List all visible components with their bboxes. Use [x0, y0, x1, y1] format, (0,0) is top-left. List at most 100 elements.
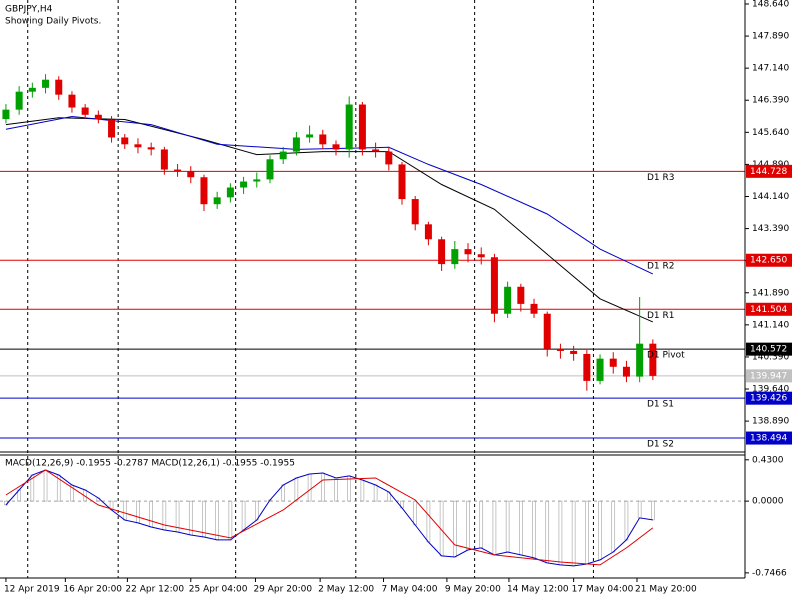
x-tick-label: 14 May 12:00: [507, 585, 569, 595]
y-tick-label: 148.640: [752, 0, 789, 9]
pivot-value-box: [746, 253, 792, 267]
candle-body: [556, 348, 564, 351]
candle-body: [622, 366, 630, 377]
candle-body: [438, 239, 446, 265]
candle-body: [240, 181, 248, 188]
candle-body: [332, 144, 340, 150]
candle-body: [543, 313, 551, 349]
pivot-value-box: [746, 164, 792, 178]
candle-body: [2, 109, 10, 120]
pivot-name: D1 R2: [647, 262, 675, 272]
pivot-value-label: 140.572: [750, 345, 787, 355]
candle-body: [464, 249, 472, 255]
pivot-name: D1 S1: [647, 400, 674, 410]
x-tick-label: 9 May 20:00: [445, 585, 501, 595]
pivot-value-box: [746, 431, 792, 445]
y-tick-label: -0.7466: [752, 568, 787, 578]
candle-body: [583, 353, 591, 381]
candle-body: [358, 104, 366, 150]
moving-average: [5, 117, 654, 323]
y-tick-label: 147.890: [752, 32, 789, 42]
candle-body: [609, 358, 617, 367]
candle-body: [490, 257, 498, 314]
macd-bar: [651, 500, 655, 521]
x-tick-label: 7 May 04:00: [382, 585, 438, 595]
pivot-value-label: 144.728: [750, 167, 787, 177]
chart-subtitle: Showing Daily Pivots.: [5, 17, 101, 27]
candle-body: [15, 91, 23, 110]
candle-body: [55, 79, 63, 95]
y-tick-label: 138.890: [752, 417, 789, 427]
y-tick-label: 0.0000: [752, 497, 784, 507]
candle-body: [530, 303, 538, 314]
candle-body: [504, 286, 512, 314]
pivot-value-box: [746, 342, 792, 356]
pivot-name: D1 R1: [647, 311, 675, 321]
pivot-name: D1 R3: [647, 173, 675, 183]
pivot-value-label: 139.426: [750, 394, 787, 404]
y-tick-label: 141.890: [752, 288, 789, 298]
pivot-value-label: 142.650: [750, 256, 787, 266]
candle-body: [649, 343, 657, 376]
pivot-value-box: [746, 302, 792, 316]
x-tick-label: 16 Apr 20:00: [63, 585, 122, 595]
current-price-box: [746, 369, 792, 383]
x-tick-label: 12 Apr 2019: [4, 585, 60, 595]
candle-body: [570, 350, 578, 354]
candle-body: [28, 87, 36, 92]
candle-body: [174, 169, 182, 172]
candle-body: [636, 343, 644, 377]
candle-body: [596, 358, 604, 381]
y-tick-label: 144.140: [752, 192, 789, 202]
candle-body: [147, 147, 155, 150]
candle-body: [226, 187, 234, 198]
pivot-value-label: 141.504: [750, 305, 787, 315]
candle-body: [477, 254, 485, 258]
y-tick-label: 0.4300: [752, 455, 784, 465]
pivot-value-label: 138.494: [750, 434, 787, 444]
x-tick-label: 17 May 04:00: [572, 585, 634, 595]
y-tick-label: 147.140: [752, 64, 789, 74]
candle-body: [94, 114, 102, 120]
pivot-name: D1 S2: [647, 440, 674, 450]
candle-body: [81, 107, 89, 115]
pivot-name: D1 Pivot: [647, 351, 685, 361]
candle-body: [200, 177, 208, 205]
x-tick-label: 25 Apr 04:00: [189, 585, 248, 595]
y-tick-label: 139.640: [752, 385, 789, 395]
candle-body: [68, 94, 76, 108]
candle-body: [160, 149, 168, 170]
x-tick-label: 22 Apr 12:00: [125, 585, 184, 595]
candle-body: [424, 224, 432, 240]
y-tick-label: 146.390: [752, 96, 789, 106]
candle-body: [345, 104, 353, 150]
candle-body: [121, 137, 129, 145]
candle-body: [253, 179, 261, 182]
candle-body: [385, 151, 393, 165]
candle-body: [411, 199, 419, 225]
chart-title: GBPJPY,H4: [5, 5, 53, 15]
candle-body: [279, 151, 287, 160]
candle-body: [134, 144, 142, 148]
macd-line: [5, 469, 653, 567]
candle-body: [187, 171, 195, 178]
signal-line: [5, 469, 654, 566]
x-tick-label: 29 Apr 20:00: [253, 585, 312, 595]
candle-body: [517, 286, 525, 304]
candle-body: [372, 149, 380, 152]
candle-body: [292, 137, 300, 152]
candle-body: [451, 249, 459, 265]
candle-body: [108, 119, 116, 138]
candle-body: [266, 159, 274, 180]
y-tick-label: 143.390: [752, 224, 789, 234]
macd-label: MACD(12,26,9) -0.1955 -0.2787 MACD(12,26…: [5, 459, 295, 469]
x-tick-label: 2 May 12:00: [318, 585, 374, 595]
candle-body: [42, 79, 50, 88]
candle-body: [306, 134, 314, 138]
candle-body: [398, 164, 406, 200]
y-tick-label: 141.140: [752, 320, 789, 330]
candle-body: [319, 134, 327, 145]
y-tick-label: 145.640: [752, 128, 789, 138]
x-tick-label: 21 May 20:00: [635, 585, 697, 595]
